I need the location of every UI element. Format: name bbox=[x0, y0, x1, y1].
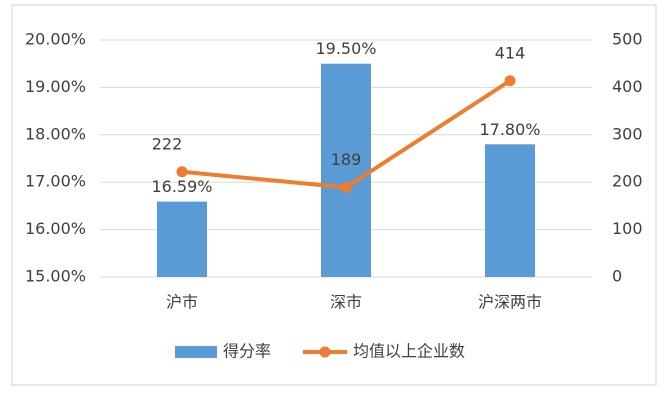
y-tick-label: 16.00% bbox=[25, 219, 86, 238]
bar-value-label: 17.80% bbox=[479, 120, 540, 139]
line-value-label: 414 bbox=[495, 43, 526, 62]
bar bbox=[321, 63, 371, 278]
y2-tick-label: 400 bbox=[612, 77, 643, 96]
bar-value-label: 19.50% bbox=[315, 39, 376, 58]
legend-swatch bbox=[175, 346, 217, 358]
y-tick-label: 15.00% bbox=[25, 267, 86, 286]
y2-tick-label: 200 bbox=[612, 172, 643, 191]
bar bbox=[157, 201, 207, 277]
line-value-label: 222 bbox=[152, 134, 183, 153]
y2-tick-label: 0 bbox=[612, 267, 622, 286]
line-marker bbox=[340, 181, 352, 193]
y2-tick-label: 500 bbox=[612, 30, 643, 49]
y2-tick-label: 300 bbox=[612, 124, 643, 143]
x-tick-label: 沪深两市 bbox=[478, 293, 542, 312]
legend-label: 均值以上企业数 bbox=[353, 342, 465, 361]
y-tick-label: 20.00% bbox=[25, 30, 86, 49]
y-tick-label: 19.00% bbox=[25, 77, 86, 96]
bar-value-label: 16.59% bbox=[151, 177, 212, 196]
y-tick-label: 17.00% bbox=[25, 172, 86, 191]
bar bbox=[485, 144, 535, 277]
legend-label: 得分率 bbox=[223, 342, 271, 361]
x-tick-label: 深市 bbox=[330, 293, 362, 312]
y-tick-label: 18.00% bbox=[25, 124, 86, 143]
y2-tick-label: 100 bbox=[612, 219, 643, 238]
line-value-label: 189 bbox=[331, 150, 362, 169]
line-marker bbox=[504, 75, 516, 87]
line-marker bbox=[176, 166, 188, 178]
legend-swatch bbox=[319, 346, 331, 358]
x-tick-label: 沪市 bbox=[166, 293, 198, 312]
